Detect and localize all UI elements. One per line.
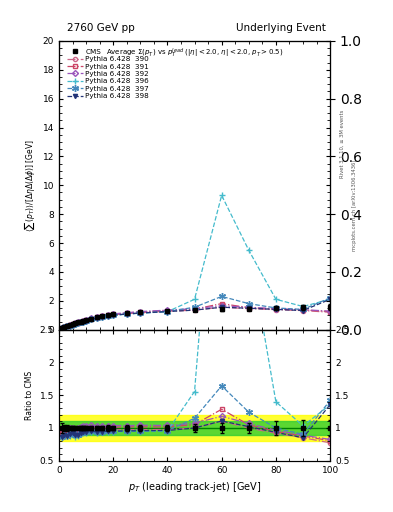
X-axis label: $p_T$ (leading track-jet) [GeV]: $p_T$ (leading track-jet) [GeV] [128,480,261,494]
Legend: CMS, Pythia 6.428  390, Pythia 6.428  391, Pythia 6.428  392, Pythia 6.428  396,: CMS, Pythia 6.428 390, Pythia 6.428 391,… [65,48,151,100]
Y-axis label: $\langle\sum(p_T)\rangle/[\Delta\eta\Delta(\Delta\phi)]$ [GeV]: $\langle\sum(p_T)\rangle/[\Delta\eta\Del… [23,139,37,232]
Text: Average $\Sigma(p_T)$ vs $p_T^{lead}$ ($|\eta|$$<$2.0, $\eta|$$<$2.0, $p_T$$>$0.: Average $\Sigma(p_T)$ vs $p_T^{lead}$ ($… [106,47,283,60]
Text: Rivet 3.1.10, ≥ 3M events: Rivet 3.1.10, ≥ 3M events [340,109,345,178]
Text: Underlying Event: Underlying Event [236,23,326,33]
Y-axis label: Ratio to CMS: Ratio to CMS [25,371,34,420]
Bar [59,421,330,435]
Text: mcplots.cern.ch [arXiv:1306.3436]: mcplots.cern.ch [arXiv:1306.3436] [352,159,357,250]
Bar [59,415,330,441]
Text: 2760 GeV pp: 2760 GeV pp [67,23,134,33]
